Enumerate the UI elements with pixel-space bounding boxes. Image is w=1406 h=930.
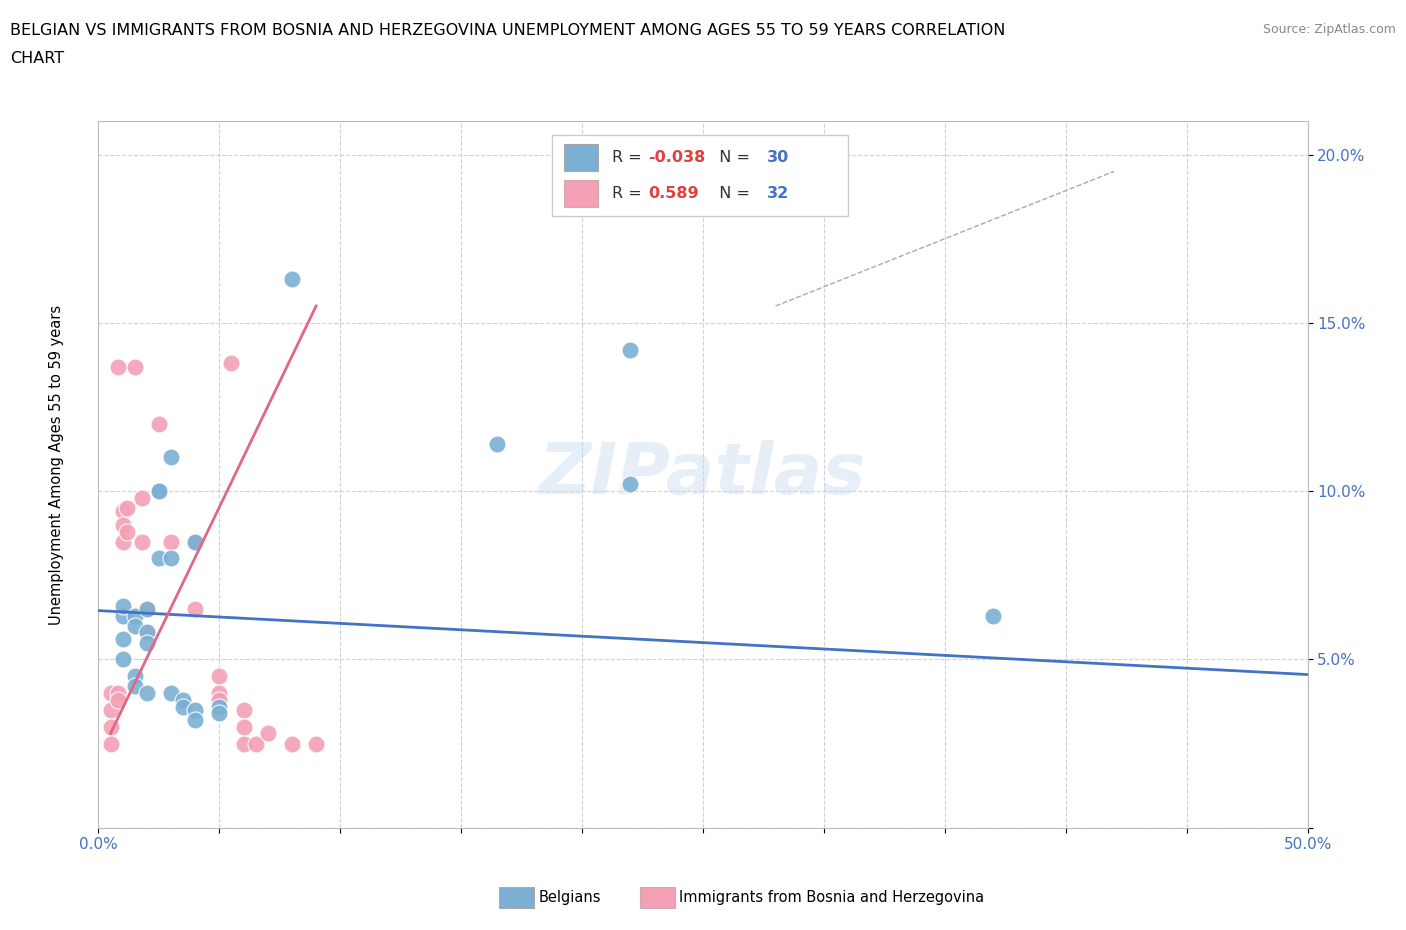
Point (221, 356, 243, 371)
Point (107, 685, 129, 700)
Text: Source: ZipAtlas.com: Source: ZipAtlas.com (1263, 23, 1396, 36)
Text: 0.589: 0.589 (648, 186, 699, 201)
Text: BELGIAN VS IMMIGRANTS FROM BOSNIA AND HERZEGOVINA UNEMPLOYMENT AMONG AGES 55 TO : BELGIAN VS IMMIGRANTS FROM BOSNIA AND HE… (10, 23, 1005, 38)
Point (148, 551, 170, 565)
Point (981, 608, 1004, 623)
Point (619, 477, 641, 492)
Text: 30: 30 (768, 151, 789, 166)
Point (135, 602, 157, 617)
Text: N =: N = (709, 151, 755, 166)
Text: R =: R = (613, 151, 647, 166)
Point (131, 490, 153, 505)
Point (111, 504, 134, 519)
Point (160, 534, 183, 549)
Point (184, 534, 207, 549)
Point (160, 450, 183, 465)
Point (111, 517, 134, 532)
Point (111, 631, 134, 646)
Point (124, 608, 146, 623)
Point (117, 525, 139, 539)
Text: 32: 32 (768, 186, 789, 201)
Point (172, 699, 194, 714)
Point (148, 484, 170, 498)
Point (100, 737, 122, 751)
Point (111, 652, 134, 667)
Point (111, 534, 134, 549)
Point (124, 359, 146, 374)
Point (160, 685, 183, 700)
Point (172, 692, 194, 707)
Point (208, 692, 231, 707)
Text: ZIPatlas: ZIPatlas (540, 440, 866, 509)
Point (208, 706, 231, 721)
Point (305, 737, 328, 751)
Point (135, 685, 157, 700)
Point (184, 702, 207, 717)
Text: Immigrants from Bosnia and Herzegovina: Immigrants from Bosnia and Herzegovina (679, 890, 984, 905)
Point (111, 598, 134, 613)
FancyBboxPatch shape (551, 135, 848, 217)
Point (160, 551, 183, 565)
Point (619, 342, 641, 357)
Point (117, 500, 139, 515)
Point (232, 737, 254, 751)
Point (208, 669, 231, 684)
Text: Unemployment Among Ages 55 to 59 years: Unemployment Among Ages 55 to 59 years (49, 305, 63, 625)
Point (100, 719, 122, 734)
Point (232, 702, 254, 717)
Point (135, 602, 157, 617)
Text: CHART: CHART (10, 51, 63, 66)
Point (124, 669, 146, 684)
Text: N =: N = (709, 186, 755, 201)
Point (281, 272, 304, 286)
Point (100, 702, 122, 717)
Point (135, 625, 157, 640)
Point (256, 726, 278, 741)
Text: -0.038: -0.038 (648, 151, 706, 166)
Point (135, 635, 157, 650)
FancyBboxPatch shape (564, 144, 598, 171)
Point (184, 534, 207, 549)
FancyBboxPatch shape (564, 180, 598, 207)
Point (124, 618, 146, 633)
Point (245, 737, 267, 751)
Point (208, 699, 231, 714)
Point (107, 359, 129, 374)
Text: R =: R = (613, 186, 647, 201)
Point (148, 417, 170, 432)
Point (184, 602, 207, 617)
Point (135, 625, 157, 640)
Text: Belgians: Belgians (538, 890, 600, 905)
Point (111, 608, 134, 623)
Point (131, 534, 153, 549)
Point (232, 719, 254, 734)
Point (281, 737, 304, 751)
Point (100, 685, 122, 700)
Point (124, 679, 146, 694)
Point (208, 685, 231, 700)
Point (486, 436, 509, 451)
Point (184, 712, 207, 727)
Point (107, 692, 129, 707)
Point (148, 484, 170, 498)
